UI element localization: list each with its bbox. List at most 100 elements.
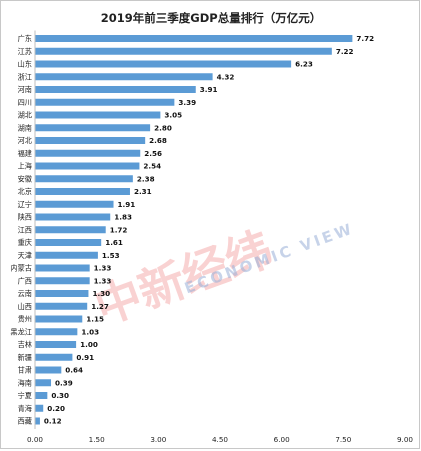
value-label-8: 2.68 bbox=[149, 136, 167, 145]
value-label-0: 7.72 bbox=[356, 34, 374, 43]
category-label-27: 海南 bbox=[18, 378, 32, 387]
value-label-29: 0.20 bbox=[47, 404, 65, 413]
category-label-18: 内蒙古 bbox=[10, 264, 32, 273]
value-label-11: 2.38 bbox=[137, 174, 155, 183]
bar-12 bbox=[35, 188, 130, 195]
bar-8 bbox=[35, 137, 146, 144]
bar-9 bbox=[35, 149, 141, 157]
bar-3 bbox=[35, 73, 213, 81]
bars-group bbox=[34, 30, 353, 429]
category-label-26: 甘肃 bbox=[18, 366, 32, 375]
bar-10 bbox=[35, 162, 140, 170]
value-label-28: 0.30 bbox=[51, 391, 69, 400]
bar-4 bbox=[35, 86, 196, 93]
bar-1 bbox=[35, 47, 332, 55]
category-label-13: 辽宁 bbox=[18, 200, 32, 209]
bar-19 bbox=[35, 277, 90, 285]
category-label-19: 广西 bbox=[18, 276, 32, 285]
category-label-5: 四川 bbox=[18, 98, 32, 107]
category-label-29: 青海 bbox=[18, 404, 32, 413]
value-label-13: 1.91 bbox=[118, 200, 136, 209]
value-label-1: 7.22 bbox=[336, 47, 354, 56]
category-label-30: 西藏 bbox=[18, 417, 32, 426]
category-label-8: 河北 bbox=[18, 136, 32, 145]
category-label-24: 吉林 bbox=[18, 340, 32, 349]
category-label-14: 陕西 bbox=[18, 213, 32, 222]
category-label-3: 浙江 bbox=[18, 72, 32, 81]
value-labels: 7.727.22 6.23 4.32 3.91 3.39 3.05 2.80 2.68 2.56… bbox=[44, 34, 374, 426]
chart-title: 2019年前三季度GDP总量排行（万亿元） bbox=[101, 11, 321, 25]
bar-21 bbox=[35, 302, 88, 310]
bar-18 bbox=[35, 264, 90, 272]
bar-15 bbox=[35, 226, 106, 234]
x-tick-label-3: 4.50 bbox=[212, 435, 228, 444]
value-label-15: 1.72 bbox=[110, 225, 128, 234]
value-label-3: 4.32 bbox=[217, 72, 235, 81]
bar-11 bbox=[35, 175, 133, 183]
bar-0 bbox=[35, 35, 353, 42]
value-label-4: 3.91 bbox=[200, 85, 218, 94]
bar-5 bbox=[35, 98, 175, 106]
value-label-12: 2.31 bbox=[134, 187, 152, 196]
category-label-2: 山东 bbox=[18, 60, 32, 69]
bar-16 bbox=[35, 239, 102, 246]
bar-26 bbox=[35, 366, 62, 374]
category-label-10: 上海 bbox=[18, 162, 32, 171]
bar-14 bbox=[35, 213, 111, 221]
bar-17 bbox=[35, 251, 98, 259]
value-label-26: 0.64 bbox=[65, 366, 83, 375]
value-label-23: 1.03 bbox=[81, 327, 99, 336]
value-label-14: 1.83 bbox=[114, 213, 132, 222]
category-label-16: 重庆 bbox=[18, 238, 32, 247]
x-tick-label-1: 1.50 bbox=[89, 435, 105, 444]
value-label-7: 2.80 bbox=[154, 123, 172, 132]
value-label-5: 3.39 bbox=[178, 98, 196, 107]
category-label-7: 湖南 bbox=[18, 123, 32, 132]
value-label-20: 1.30 bbox=[92, 289, 110, 298]
value-label-2: 6.23 bbox=[295, 60, 313, 69]
bar-27 bbox=[35, 379, 52, 387]
value-label-16: 1.61 bbox=[105, 238, 123, 247]
category-label-11: 安徽 bbox=[18, 174, 33, 183]
value-label-6: 3.05 bbox=[164, 111, 182, 120]
value-label-27: 0.39 bbox=[55, 378, 73, 387]
category-label-22: 贵州 bbox=[18, 315, 32, 324]
category-labels: 广东江苏山东浙江河南四川湖北湖南河北福建上海安徽北京辽宁陕西江西重庆天津内蒙古广… bbox=[10, 34, 32, 426]
value-label-24: 1.00 bbox=[80, 340, 98, 349]
category-label-9: 福建 bbox=[18, 149, 32, 158]
category-label-17: 天津 bbox=[18, 251, 32, 260]
x-tick-label-0: 0.00 bbox=[27, 435, 43, 444]
bar-20 bbox=[35, 290, 89, 297]
x-tick-label-2: 3.00 bbox=[150, 435, 166, 444]
bar-23 bbox=[35, 328, 78, 336]
bar-25 bbox=[35, 353, 73, 361]
bar-28 bbox=[35, 392, 48, 399]
bar-30 bbox=[35, 417, 40, 425]
value-label-30: 0.12 bbox=[44, 417, 62, 426]
x-tick-label-5: 7.50 bbox=[335, 435, 351, 444]
category-label-12: 北京 bbox=[18, 187, 32, 196]
value-label-9: 2.56 bbox=[144, 149, 162, 158]
category-label-25: 新疆 bbox=[18, 353, 32, 362]
category-label-28: 宁夏 bbox=[18, 391, 32, 400]
value-label-19: 1.33 bbox=[94, 276, 112, 285]
x-tick-label-4: 6.00 bbox=[274, 435, 290, 444]
value-label-21: 1.27 bbox=[91, 302, 109, 311]
value-label-10: 2.54 bbox=[143, 162, 161, 171]
bar-29 bbox=[35, 404, 44, 412]
bar-13 bbox=[35, 200, 114, 208]
category-label-6: 湖北 bbox=[18, 111, 32, 120]
value-label-18: 1.33 bbox=[94, 264, 112, 273]
bar-22 bbox=[35, 315, 83, 323]
category-label-15: 江西 bbox=[18, 225, 32, 234]
bar-2 bbox=[35, 60, 292, 68]
category-label-21: 山西 bbox=[18, 302, 32, 311]
category-label-0: 广东 bbox=[18, 34, 32, 43]
x-tick-label-6: 9.00 bbox=[397, 435, 413, 444]
category-label-4: 河南 bbox=[18, 85, 32, 94]
category-label-23: 黑龙江 bbox=[10, 327, 32, 336]
category-label-1: 江苏 bbox=[18, 47, 32, 56]
x-axis: 0.00 1.50 3.00 4.50 6.00 7.50 9.00 bbox=[27, 435, 413, 444]
